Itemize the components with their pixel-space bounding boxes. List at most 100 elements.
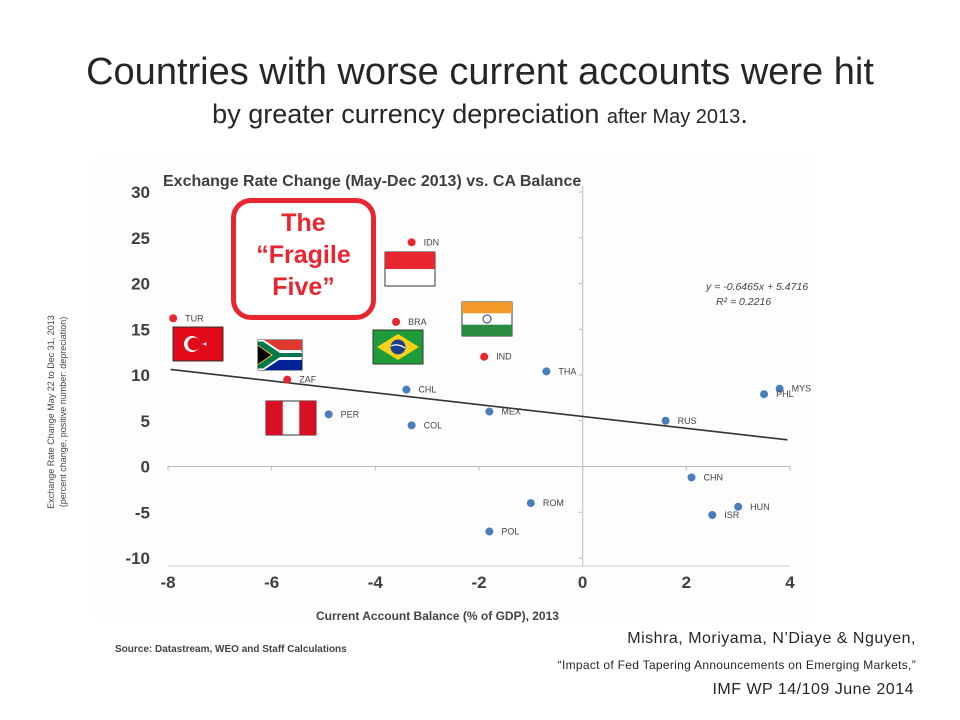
data-point-marker [526,499,535,508]
data-point-label: CHN [704,472,724,482]
point-tha: THA [542,366,576,376]
x-tick-label: 2 [682,573,691,592]
point-col: COL [407,420,443,430]
y-tick-labels: 30 25 20 15 10 5 0 -5 -10 [125,183,150,568]
south-africa-flag [257,339,303,371]
point-hun: HUN [734,502,770,512]
data-point-label: MEX [501,407,521,417]
point-phl: PHL [760,389,794,399]
data-point-marker [407,238,416,247]
trendline-r2: R² = 0.2216 [716,296,771,308]
y-axis-label-line1: Exchange Rate Change May 22 to Dec 31, 2… [46,315,56,509]
x-tick-label: -8 [160,573,175,592]
data-point-label: IND [496,352,512,362]
point-chl: CHL [402,385,436,395]
y-tick-label: 25 [131,229,150,248]
slide-title: Countries with worse current accounts we… [0,48,960,135]
data-point-label: HUN [750,502,770,512]
data-point-marker [760,390,769,399]
title-line-1: Countries with worse current accounts we… [86,51,874,93]
data-point-label: POL [501,526,519,536]
data-point-marker [169,314,178,323]
citation-authors: Mishra, Moriyama, N’Diaye & Nguyen, [627,630,916,647]
scatter-chart: Exchange Rate Change (May-Dec 2013) vs. … [46,158,815,655]
trendline [170,368,788,441]
y-tick-label: 10 [131,366,150,385]
x-tick-label: 4 [785,573,795,592]
data-point-marker [485,407,494,416]
x-tick-label: -4 [368,573,384,592]
data-point-label: CHL [418,385,436,395]
chart-title: Exchange Rate Change (May-Dec 2013) vs. … [163,173,581,190]
peru-flag [265,400,317,436]
turkey-flag [172,326,224,362]
data-point-label: ISR [724,510,740,520]
point-ind: IND [480,352,512,362]
data-point-marker [402,385,411,394]
point-per: PER [324,409,360,419]
point-tur: TUR [169,313,204,323]
data-point-marker [480,352,489,361]
citation-series: IMF WP 14/109 June 2014 [712,681,914,698]
title-line-2-small: after May 2013 [606,106,741,128]
callout-line-3: Five” [272,273,335,301]
data-point-label: RUS [678,416,697,426]
data-point-marker [324,410,333,419]
data-point-label: PHL [776,389,794,399]
data-point-marker [734,502,743,511]
data-point-label: COL [424,420,443,430]
data-point-label: THA [558,366,576,376]
x-axis-label: Current Account Balance (% of GDP), 2013 [316,609,559,623]
data-point-marker [407,421,416,430]
point-bra: BRA [392,317,427,327]
data-point-label: ZAF [299,375,317,385]
point-idn: IDN [407,237,440,247]
point-zaf: ZAF [283,375,317,385]
y-tick-label: 5 [141,412,150,431]
point-mex: MEX [485,407,521,417]
chart-background [95,158,815,620]
point-chn: CHN [687,472,724,482]
y-axis-label: Exchange Rate Change May 22 to Dec 31, 2… [46,315,68,509]
title-line-2: by greater currency depreciation after M… [212,99,748,129]
point-mys: MYS [775,384,812,394]
y-tick-label: 30 [131,183,150,202]
callout-line-1: The [281,209,326,237]
data-point-label: PER [341,409,360,419]
data-point-marker [283,375,292,384]
india-flag [461,301,513,337]
point-rus: RUS [661,416,697,426]
x-tick-label: 0 [578,573,587,592]
data-point-marker [392,317,401,326]
data-point-marker [687,473,696,482]
x-tick-label: -2 [471,573,486,592]
data-point-marker [775,384,784,393]
brazil-flag [372,329,424,365]
citation-paper: “Impact of Fed Tapering Announcements on… [557,658,916,672]
y-tick-label: 15 [131,320,150,339]
indonesia-flag [384,251,436,287]
point-pol: POL [485,526,519,536]
data-point-marker [485,527,494,536]
chart-source: Source: Datastream, WEO and Staff Calcul… [115,644,347,655]
data-point-marker [542,367,551,376]
x-tick-label: -6 [264,573,279,592]
trendline-equation: y = -0.6465x + 5.4716 [705,281,808,293]
y-axis-label-line2: (percent change, positive number: deprec… [58,317,68,508]
point-rom: ROM [526,498,564,508]
y-tick-label: -5 [135,503,150,522]
data-point-label: IDN [424,237,440,247]
y-tick-label: 20 [131,275,150,294]
data-point-label: ROM [543,498,564,508]
data-point-marker [661,416,670,425]
y-tick-label: 0 [141,458,150,477]
y-tick-label: -10 [125,549,150,568]
data-point-label: MYS [792,384,812,394]
fragile-five-callout: The “Fragile Five” [231,198,376,320]
axes [168,186,790,567]
data-point-marker [708,510,717,519]
data-point-label: TUR [185,313,204,323]
x-tick-labels: -8 -6 -4 -2 0 2 4 [160,573,795,592]
point-isr: ISR [708,510,740,520]
